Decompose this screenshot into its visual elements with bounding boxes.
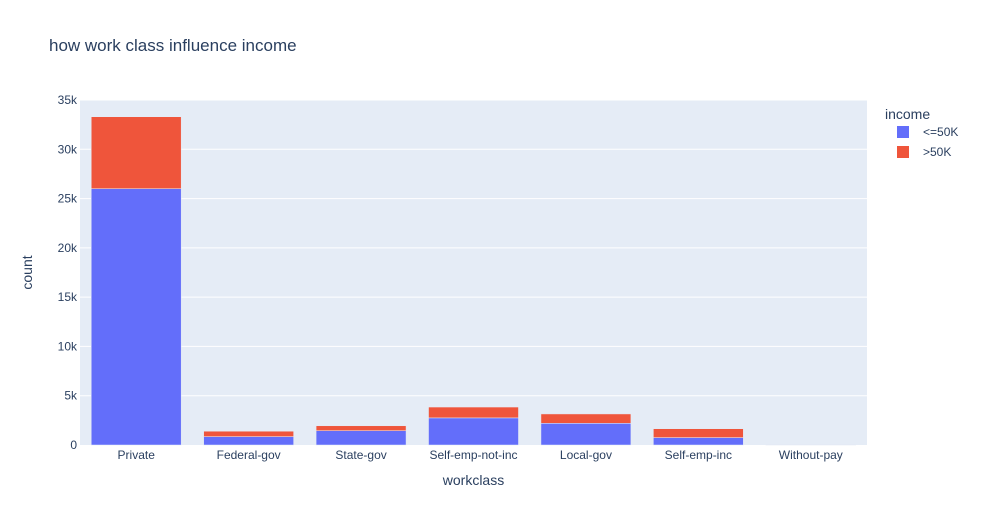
gridlines bbox=[80, 99, 867, 397]
plot-area bbox=[80, 100, 867, 445]
x-tick-label: Self-emp-inc bbox=[665, 448, 732, 462]
y-tick-label: 15k bbox=[58, 290, 78, 304]
bar-private-le50k[interactable] bbox=[90, 188, 182, 446]
bar-self-emp-inc-gt50k[interactable] bbox=[653, 428, 744, 438]
x-tick-label: Federal-gov bbox=[217, 448, 281, 462]
legend-label[interactable]: >50K bbox=[923, 145, 951, 159]
x-axis-title: workclass bbox=[442, 472, 504, 488]
bar-self-emp-inc-le50k[interactable] bbox=[653, 437, 744, 446]
bar-local-gov-le50k[interactable] bbox=[540, 423, 632, 446]
bar-state-gov-le50k[interactable] bbox=[315, 430, 407, 446]
y-tick-label: 10k bbox=[58, 339, 78, 353]
y-axis-title: count bbox=[19, 255, 35, 289]
y-axis-ticks: 0 5k 10k 15k 20k 25k 30k 35k bbox=[58, 93, 78, 452]
x-tick-label: Without-pay bbox=[779, 448, 843, 462]
x-tick-label: Private bbox=[118, 448, 156, 462]
bar-federal-gov-gt50k[interactable] bbox=[203, 430, 294, 437]
x-tick-label: Local-gov bbox=[560, 448, 612, 462]
bar-private-gt50k[interactable] bbox=[90, 116, 182, 189]
legend-title: income bbox=[885, 106, 930, 122]
x-axis-ticks: Private Federal-gov State-gov Self-emp-not-… bbox=[118, 448, 843, 462]
y-tick-label: 20k bbox=[58, 241, 78, 255]
bars[interactable] bbox=[90, 116, 857, 446]
y-tick-label: 25k bbox=[58, 192, 78, 206]
bar-federal-gov-le50k[interactable] bbox=[203, 436, 294, 446]
chart-title: how work class influence income bbox=[49, 36, 297, 55]
y-tick-label: 30k bbox=[58, 142, 78, 156]
y-tick-label: 0 bbox=[70, 438, 77, 452]
legend-swatch[interactable] bbox=[897, 146, 909, 158]
legend-label[interactable]: <=50K bbox=[923, 125, 958, 139]
bar-local-gov-gt50k[interactable] bbox=[540, 413, 632, 424]
legend[interactable]: income <=50K >50K bbox=[885, 106, 958, 159]
bar-self-emp-not-inc-gt50k[interactable] bbox=[428, 406, 519, 419]
y-tick-label: 35k bbox=[58, 93, 78, 107]
x-tick-label: State-gov bbox=[335, 448, 386, 462]
bar-self-emp-not-inc-le50k[interactable] bbox=[428, 417, 519, 446]
x-tick-label: Self-emp-not-inc bbox=[429, 448, 517, 462]
y-tick-label: 5k bbox=[64, 389, 78, 403]
bar-state-gov-gt50k[interactable] bbox=[315, 425, 407, 431]
legend-swatch[interactable] bbox=[897, 126, 909, 138]
